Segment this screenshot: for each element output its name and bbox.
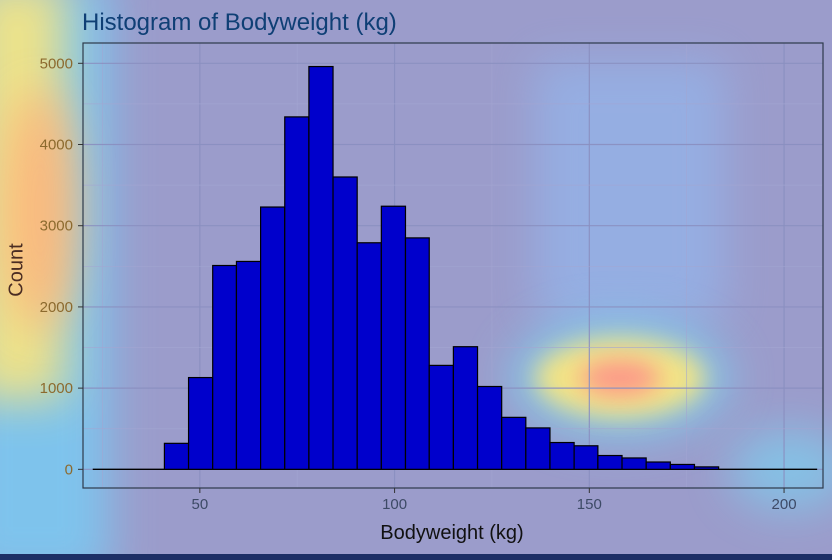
x-tick-label: 50 [191, 496, 208, 513]
y-tick-label: 5000 [40, 55, 73, 72]
histogram-bar [573, 445, 599, 470]
histogram-bar [332, 176, 358, 470]
histogram-bar [187, 376, 214, 470]
histogram-bar [284, 116, 310, 470]
x-tick-label: 150 [577, 496, 602, 513]
chart-title: Histogram of Bodyweight (kg) [82, 9, 397, 36]
histogram-bar [501, 416, 527, 470]
y-axis-label: Count [5, 243, 28, 297]
histogram-bar [525, 427, 551, 470]
histogram-bar [380, 205, 407, 470]
histogram-bar [669, 463, 696, 470]
histogram-bar [260, 206, 286, 470]
histogram-bars [92, 65, 818, 471]
histogram-bar [235, 260, 262, 470]
x-tick-label: 100 [382, 496, 407, 513]
x-axis-label: Bodyweight (kg) [380, 522, 524, 544]
histogram-bar [452, 346, 479, 470]
histogram-bar [645, 461, 671, 470]
x-tick-label: 200 [772, 496, 797, 513]
histogram-bar [621, 457, 647, 470]
histogram-bar [308, 65, 334, 470]
y-tick-label: 3000 [40, 218, 73, 235]
window-bottom-bar [0, 554, 832, 560]
plot-border [82, 42, 824, 489]
histogram-bar [163, 442, 190, 470]
y-tick-label: 2000 [40, 299, 73, 316]
histogram-bar [404, 237, 430, 470]
histogram-bar [212, 264, 238, 470]
histogram-bar [476, 385, 503, 470]
histogram-bar [597, 454, 623, 470]
histogram-bar [693, 466, 720, 470]
y-tick-label: 4000 [40, 137, 73, 154]
histogram-bar [549, 441, 575, 470]
y-tick-label: 0 [65, 461, 73, 478]
y-tick-label: 1000 [40, 380, 73, 397]
histogram-bar [428, 364, 454, 470]
axis-ticks: 0 1000 2000 3000 4000 5000 50 100 150 200 [40, 55, 797, 513]
histogram-bar [356, 242, 382, 470]
